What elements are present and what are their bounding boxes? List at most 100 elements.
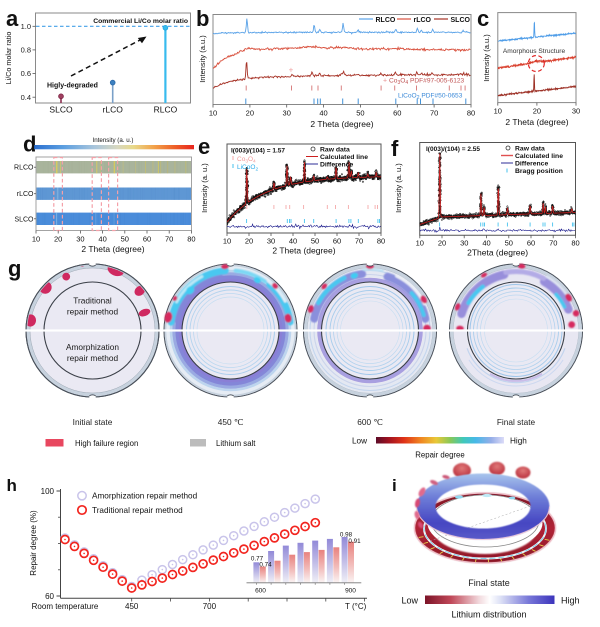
svg-text:600: 600 [255, 588, 266, 595]
svg-text:Difference: Difference [320, 162, 353, 169]
svg-text:Lithium salt: Lithium salt [216, 439, 256, 448]
svg-text:40: 40 [289, 237, 297, 246]
svg-text:Amorphization: Amorphization [66, 342, 119, 352]
svg-text:700: 700 [203, 602, 217, 611]
svg-text:80: 80 [377, 237, 385, 246]
svg-text:Intensity (a.u.): Intensity (a.u.) [482, 34, 491, 82]
svg-text:Repair degree: Repair degree [415, 451, 464, 460]
svg-text:h: h [7, 476, 17, 495]
svg-text:1.0: 1.0 [21, 22, 31, 31]
svg-text:Repair degree (%): Repair degree (%) [29, 510, 38, 576]
svg-text:40: 40 [98, 235, 106, 244]
svg-text:80: 80 [187, 235, 195, 244]
svg-text:Traditional repair method: Traditional repair method [92, 506, 183, 515]
svg-text:I(003)/(104) = 2.55: I(003)/(104) = 2.55 [426, 146, 480, 153]
svg-text:10: 10 [32, 235, 40, 244]
svg-text:30: 30 [283, 109, 291, 118]
svg-text:Amorphous Structure: Amorphous Structure [503, 48, 566, 55]
svg-text:Raw data: Raw data [515, 146, 545, 153]
svg-text:f: f [391, 136, 399, 161]
svg-text:Higly-degraded: Higly-degraded [47, 83, 98, 90]
svg-text:c: c [477, 6, 489, 31]
svg-text:10: 10 [416, 239, 424, 248]
svg-text:Intensity (a. u.): Intensity (a. u.) [93, 137, 134, 144]
svg-text:80: 80 [571, 239, 579, 248]
svg-text:+: + [289, 66, 294, 75]
svg-text:50: 50 [505, 239, 513, 248]
svg-text:+: + [383, 78, 387, 85]
svg-text:2 Theta (degree): 2 Theta (degree) [310, 119, 373, 129]
svg-text:Commercial Li/Co molar ratio: Commercial Li/Co molar ratio [93, 18, 188, 25]
svg-text:Traditional: Traditional [73, 296, 112, 306]
svg-text:2 Theta (degree): 2 Theta (degree) [505, 117, 568, 127]
svg-text:g: g [8, 256, 21, 281]
svg-text:10: 10 [223, 237, 231, 246]
svg-text:70: 70 [430, 109, 438, 118]
svg-text:Final state: Final state [468, 578, 510, 588]
svg-text:SLCO: SLCO [451, 17, 471, 24]
svg-text:Final state: Final state [497, 417, 536, 427]
svg-text:SLCO: SLCO [14, 216, 34, 223]
svg-text:60: 60 [333, 237, 341, 246]
svg-text:20: 20 [245, 237, 253, 246]
svg-text:100: 100 [41, 487, 55, 496]
svg-text:70: 70 [549, 239, 557, 248]
svg-text:Room temperature: Room temperature [32, 602, 99, 611]
svg-text:50: 50 [356, 109, 364, 118]
svg-text:2 Theta (degree): 2 Theta (degree) [272, 246, 335, 256]
svg-text:repair method: repair method [67, 353, 119, 363]
svg-text:d: d [23, 132, 36, 157]
svg-text:30: 30 [267, 237, 275, 246]
svg-text:Amorphization repair method: Amorphization repair method [92, 492, 198, 501]
svg-text:900: 900 [345, 588, 356, 595]
svg-text:High: High [561, 596, 580, 606]
svg-text:50: 50 [311, 237, 319, 246]
svg-text:0.74: 0.74 [259, 562, 272, 569]
svg-text:20: 20 [246, 109, 254, 118]
svg-text:70: 70 [165, 235, 173, 244]
svg-text:Li/Co molar ratio: Li/Co molar ratio [4, 32, 13, 85]
svg-text:Intensity (a. u.): Intensity (a. u.) [200, 163, 209, 213]
svg-text:High failure region: High failure region [75, 439, 138, 448]
svg-text:450: 450 [125, 602, 139, 611]
svg-text:Initial state: Initial state [73, 417, 113, 427]
svg-text:40: 40 [319, 109, 327, 118]
svg-text:i: i [392, 476, 397, 495]
svg-text:e: e [198, 134, 210, 159]
svg-text:Low: Low [401, 596, 418, 606]
svg-text:RLCO: RLCO [14, 165, 34, 172]
svg-text:RLCO: RLCO [376, 17, 396, 24]
svg-text:Intensity (a.u.): Intensity (a.u.) [198, 35, 207, 83]
svg-text:30: 30 [460, 239, 468, 248]
svg-text:20: 20 [533, 107, 541, 116]
svg-text:rLCO: rLCO [414, 17, 432, 24]
svg-text:Calculated line: Calculated line [515, 153, 563, 160]
svg-text:Raw data: Raw data [320, 147, 350, 154]
svg-text:80: 80 [467, 109, 475, 118]
svg-text:0.4: 0.4 [21, 93, 31, 102]
svg-text:a: a [6, 6, 19, 31]
svg-text:50: 50 [121, 235, 129, 244]
svg-text:T (°C): T (°C) [345, 602, 367, 611]
svg-text:60: 60 [527, 239, 535, 248]
svg-text:Calculated line: Calculated line [320, 154, 368, 161]
svg-text:20: 20 [54, 235, 62, 244]
svg-text:30: 30 [76, 235, 84, 244]
svg-text:SLCO: SLCO [49, 105, 73, 115]
svg-text:rLCO: rLCO [17, 191, 34, 198]
svg-text:20: 20 [438, 239, 446, 248]
svg-text:b: b [196, 6, 209, 31]
svg-text:0.91: 0.91 [348, 538, 361, 545]
svg-text:2Theta (degree): 2Theta (degree) [467, 248, 528, 258]
svg-text:High: High [510, 437, 527, 446]
svg-text:60: 60 [45, 592, 54, 601]
svg-text:rLCO: rLCO [103, 105, 124, 115]
svg-text:30: 30 [572, 107, 580, 116]
svg-text:60: 60 [143, 235, 151, 244]
svg-text:450 ℃: 450 ℃ [218, 417, 243, 427]
svg-text:0.6: 0.6 [21, 69, 31, 78]
svg-text:RLCO: RLCO [154, 105, 178, 115]
svg-text:Bragg position: Bragg position [515, 168, 563, 175]
svg-text:I(003)/(104) = 1.57: I(003)/(104) = 1.57 [231, 148, 285, 155]
svg-text:40: 40 [482, 239, 490, 248]
